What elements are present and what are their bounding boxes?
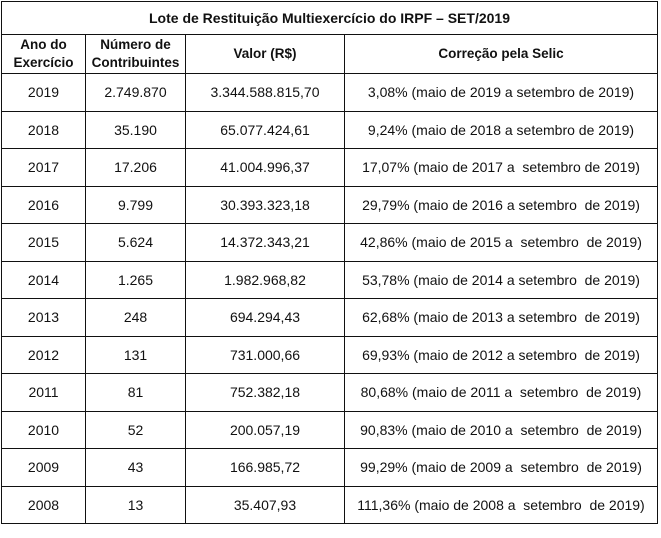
table-row: 2015 5.624 14.372.343,21 42,86% (maio de… (1, 223, 658, 262)
cell-valor: 30.393.323,18 (185, 185, 345, 224)
table-row: 2011 81 752.382,18 80,68% (maio de 2011 … (1, 373, 658, 412)
header-numero-line1: Número de (100, 37, 171, 52)
restitution-table: Lote de Restituição Multiexercício do IR… (1, 1, 658, 524)
table-header-row: Ano do Exercício Número de Contribuintes… (1, 34, 658, 74)
cell-contribuintes: 13 (85, 485, 186, 524)
cell-correcao: 53,78% (maio de 2014 a setembro de 2019) (344, 260, 658, 299)
cell-valor: 3.344.588.815,70 (185, 73, 345, 112)
cell-valor: 752.382,18 (185, 373, 345, 412)
cell-contribuintes: 5.624 (85, 223, 186, 262)
cell-valor: 14.372.343,21 (185, 223, 345, 262)
cell-valor: 35.407,93 (185, 485, 345, 524)
table-row: 2019 2.749.870 3.344.588.815,70 3,08% (m… (1, 73, 658, 112)
cell-contribuintes: 35.190 (85, 110, 186, 149)
table-row: 2018 35.190 65.077.424,61 9,24% (maio de… (1, 110, 658, 149)
table-row: 2016 9.799 30.393.323,18 29,79% (maio de… (1, 185, 658, 224)
cell-contribuintes: 43 (85, 448, 186, 487)
cell-ano: 2019 (1, 73, 86, 112)
cell-correcao: 111,36% (maio de 2008 a setembro de 2019… (344, 485, 658, 524)
cell-valor: 41.004.996,37 (185, 148, 345, 187)
cell-valor: 65.077.424,61 (185, 110, 345, 149)
cell-contribuintes: 81 (85, 373, 186, 412)
table-row: 2013 248 694.294,43 62,68% (maio de 2013… (1, 298, 658, 337)
cell-ano: 2013 (1, 298, 86, 337)
header-ano-exercicio: Ano do Exercício (1, 34, 86, 74)
cell-ano: 2012 (1, 335, 86, 374)
cell-correcao: 17,07% (maio de 2017 a setembro de 2019) (344, 148, 658, 187)
table-row: 2008 13 35.407,93 111,36% (maio de 2008 … (1, 485, 658, 524)
cell-ano: 2016 (1, 185, 86, 224)
cell-ano: 2014 (1, 260, 86, 299)
table-row: 2014 1.265 1.982.968,82 53,78% (maio de … (1, 260, 658, 299)
restitution-table-container: Lote de Restituição Multiexercício do IR… (1, 1, 658, 524)
cell-contribuintes: 131 (85, 335, 186, 374)
cell-contribuintes: 9.799 (85, 185, 186, 224)
cell-contribuintes: 17.206 (85, 148, 186, 187)
header-valor: Valor (R$) (185, 34, 345, 74)
header-ano-line2: Exercício (13, 55, 74, 70)
cell-valor: 1.982.968,82 (185, 260, 345, 299)
cell-correcao: 90,83% (maio de 2010 a setembro de 2019) (344, 410, 658, 449)
cell-contribuintes: 1.265 (85, 260, 186, 299)
header-numero-contribuintes: Número de Contribuintes (85, 34, 186, 74)
cell-valor: 731.000,66 (185, 335, 345, 374)
cell-valor: 694.294,43 (185, 298, 345, 337)
cell-ano: 2011 (1, 373, 86, 412)
table-row: 2012 131 731.000,66 69,93% (maio de 2012… (1, 335, 658, 374)
cell-valor: 200.057,19 (185, 410, 345, 449)
cell-correcao: 42,86% (maio de 2015 a setembro de 2019) (344, 223, 658, 262)
cell-correcao: 99,29% (maio de 2009 a setembro de 2019) (344, 448, 658, 487)
cell-contribuintes: 248 (85, 298, 186, 337)
cell-ano: 2010 (1, 410, 86, 449)
header-numero-line2: Contribuintes (91, 55, 180, 70)
table-row: 2009 43 166.985,72 99,29% (maio de 2009 … (1, 448, 658, 487)
table-title: Lote de Restituição Multiexercício do IR… (1, 1, 658, 35)
cell-ano: 2018 (1, 110, 86, 149)
cell-ano: 2009 (1, 448, 86, 487)
cell-correcao: 80,68% (maio de 2011 a setembro de 2019) (344, 373, 658, 412)
header-correcao-selic: Correção pela Selic (344, 34, 658, 74)
table-title-row: Lote de Restituição Multiexercício do IR… (1, 1, 658, 35)
cell-contribuintes: 52 (85, 410, 186, 449)
table-row: 2010 52 200.057,19 90,83% (maio de 2010 … (1, 410, 658, 449)
header-ano-line1: Ano do (20, 37, 67, 52)
cell-ano: 2015 (1, 223, 86, 262)
cell-correcao: 3,08% (maio de 2019 a setembro de 2019) (344, 73, 658, 112)
cell-correcao: 29,79% (maio de 2016 a setembro de 2019) (344, 185, 658, 224)
cell-correcao: 9,24% (maio de 2018 a setembro de 2019) (344, 110, 658, 149)
cell-ano: 2017 (1, 148, 86, 187)
table-body: 2019 2.749.870 3.344.588.815,70 3,08% (m… (1, 73, 658, 524)
cell-correcao: 69,93% (maio de 2012 a setembro de 2019) (344, 335, 658, 374)
cell-contribuintes: 2.749.870 (85, 73, 186, 112)
cell-valor: 166.985,72 (185, 448, 345, 487)
cell-ano: 2008 (1, 485, 86, 524)
cell-correcao: 62,68% (maio de 2013 a setembro de 2019) (344, 298, 658, 337)
table-row: 2017 17.206 41.004.996,37 17,07% (maio d… (1, 148, 658, 187)
